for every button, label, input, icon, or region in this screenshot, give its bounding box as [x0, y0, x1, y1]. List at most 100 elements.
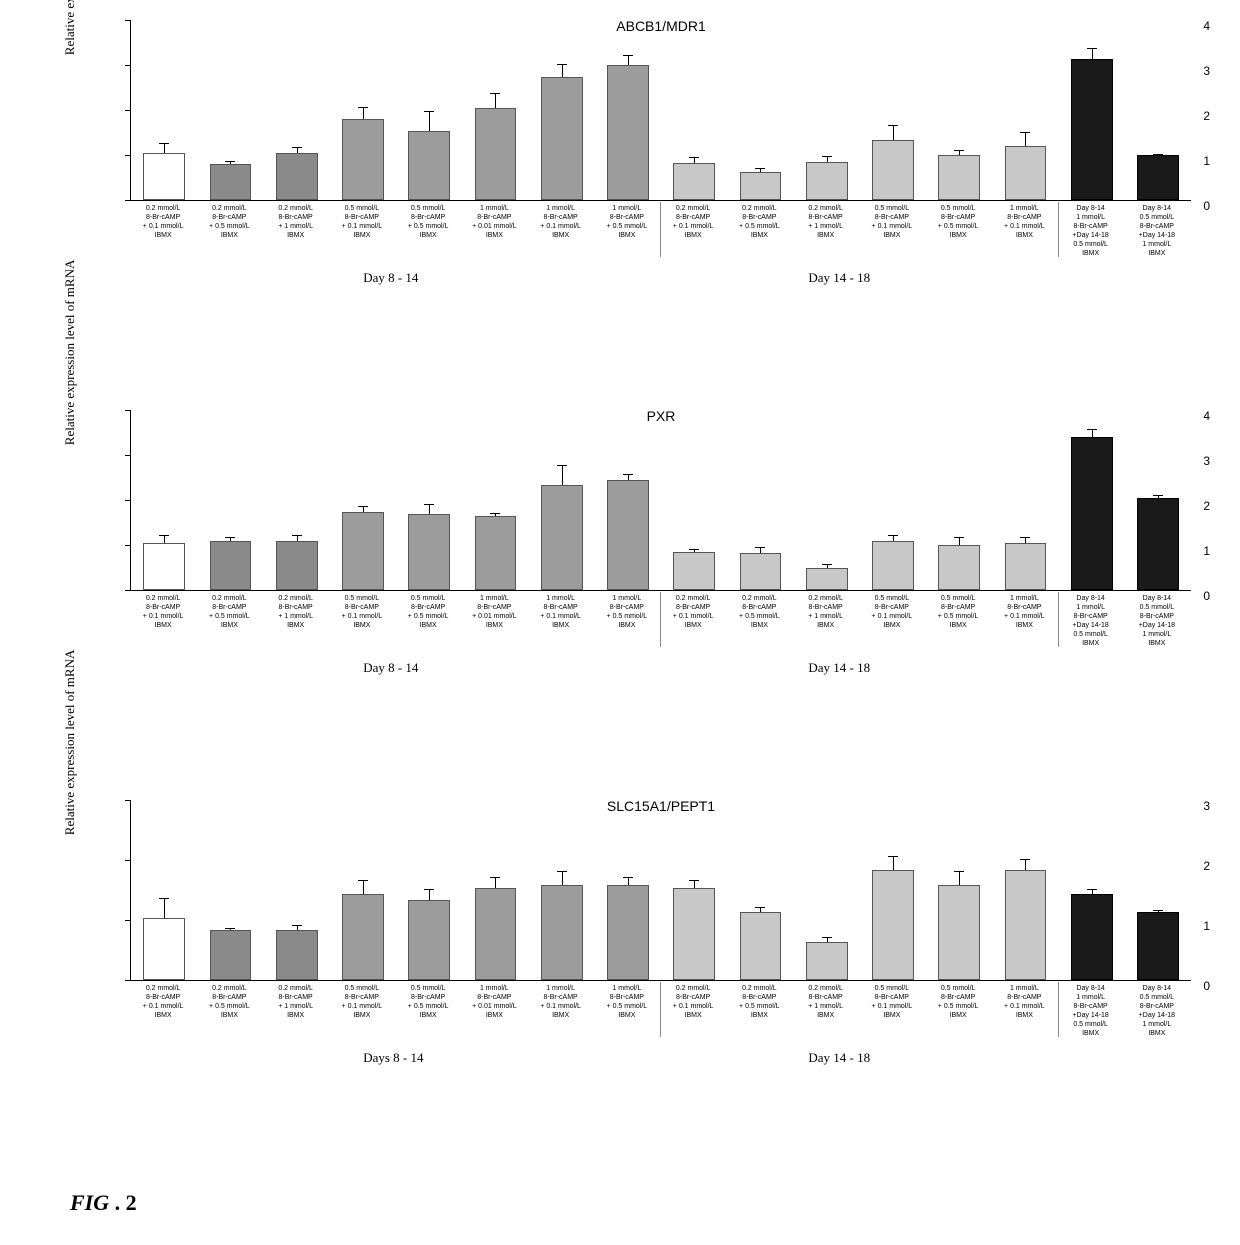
bar-slot [661, 800, 727, 980]
x-tick-label: 0.5 mmol/L8-Br-cAMP+ 0.5 mmol/LIBMX [925, 982, 991, 1041]
bar-slot [131, 20, 197, 200]
bar-slot [860, 800, 926, 980]
group-label: Days 8 - 14 [363, 1050, 423, 1066]
x-tick-label: 0.2 mmol/L8-Br-cAMP+ 0.1 mmol/LIBMX [660, 202, 726, 261]
bar [673, 552, 715, 590]
bar-slot [330, 410, 396, 590]
bar-slot [1059, 410, 1125, 590]
x-tick-label: 0.5 mmol/L8-Br-cAMP+ 0.1 mmol/LIBMX [329, 592, 395, 651]
error-cap [358, 506, 368, 507]
error-cap [225, 161, 235, 162]
bar-slot [727, 800, 793, 980]
x-tick-label: 0.2 mmol/L8-Br-cAMP+ 1 mmol/LIBMX [793, 982, 859, 1041]
x-tick-label: 1 mmol/L8-Br-cAMP+ 0.01 mmol/LIBMX [461, 592, 527, 651]
x-tick-label: 0.2 mmol/L8-Br-cAMP+ 0.1 mmol/LIBMX [130, 202, 196, 261]
bar-slot [595, 20, 661, 200]
group-label: Day 8 - 14 [363, 270, 418, 286]
bar [342, 512, 384, 591]
bar [541, 77, 583, 201]
x-tick-label: 0.2 mmol/L8-Br-cAMP+ 0.1 mmol/LIBMX [660, 982, 726, 1041]
bars-row [131, 800, 1191, 980]
bar-slot [462, 20, 528, 200]
x-tick-label: 0.2 mmol/L8-Br-cAMP+ 0.5 mmol/LIBMX [196, 202, 262, 261]
bar [607, 480, 649, 590]
bar [938, 155, 980, 200]
error-cap [1087, 48, 1097, 49]
x-tick-label: 0.2 mmol/L8-Br-cAMP+ 0.1 mmol/LIBMX [130, 592, 196, 651]
x-tick-label: 0.5 mmol/L8-Br-cAMP+ 0.1 mmol/LIBMX [329, 202, 395, 261]
error-cap [954, 150, 964, 151]
x-tick-label: 0.2 mmol/L8-Br-cAMP+ 1 mmol/LIBMX [793, 592, 859, 651]
x-tick-label: Day 8-140.5 mmol/L8-Br-cAMP+Day 14-181 m… [1124, 592, 1190, 651]
figure-caption: FIG . 2 [70, 1190, 1210, 1216]
bar [1137, 155, 1179, 200]
y-axis-label: Relative expression level of mRNA [62, 0, 78, 55]
group-divider [1058, 982, 1059, 1037]
bar [475, 888, 517, 980]
error-cap [623, 474, 633, 475]
chart-panel: Relative expression level of mRNA01234AB… [30, 20, 1210, 360]
bar [1005, 543, 1047, 590]
error-cap [424, 111, 434, 112]
error-cap [755, 547, 765, 548]
error-cap [490, 877, 500, 878]
bar-slot [794, 20, 860, 200]
bar-slot [926, 800, 992, 980]
bar [673, 163, 715, 200]
bar-slot [727, 20, 793, 200]
group-divider [660, 202, 661, 257]
x-tick-label: 0.2 mmol/L8-Br-cAMP+ 1 mmol/LIBMX [793, 202, 859, 261]
bar [143, 153, 185, 200]
bar [740, 553, 782, 590]
error-cap [888, 535, 898, 536]
bar [607, 885, 649, 980]
error-cap [490, 93, 500, 94]
bar [806, 162, 848, 200]
bar-slot [330, 20, 396, 200]
bar-slot [529, 800, 595, 980]
bar-slot [661, 20, 727, 200]
error-cap [225, 928, 235, 929]
bar [872, 541, 914, 590]
group-divider [1058, 592, 1059, 647]
error-bar [562, 466, 563, 486]
fig-label-italic: FIG [70, 1190, 109, 1215]
bar [342, 119, 384, 200]
bar [143, 543, 185, 590]
error-cap [557, 64, 567, 65]
bar [740, 172, 782, 200]
error-cap [1153, 910, 1163, 911]
panels-container: Relative expression level of mRNA01234AB… [30, 20, 1210, 1140]
y-axis-label: Relative expression level of mRNA [62, 260, 78, 446]
bar-slot [794, 410, 860, 590]
error-cap [424, 504, 434, 505]
error-cap [358, 880, 368, 881]
bar [276, 153, 318, 200]
error-cap [490, 513, 500, 514]
bar [740, 912, 782, 980]
x-tick-label: 0.5 mmol/L8-Br-cAMP+ 0.1 mmol/LIBMX [329, 982, 395, 1041]
error-cap [954, 537, 964, 538]
error-cap [557, 465, 567, 466]
error-cap [1020, 537, 1030, 538]
error-cap [1020, 859, 1030, 860]
bar-slot [926, 20, 992, 200]
bar-slot [330, 800, 396, 980]
error-cap [755, 168, 765, 169]
group-divider [660, 982, 661, 1037]
bar-slot [661, 410, 727, 590]
fig-label-num: . 2 [109, 1190, 137, 1215]
bar-slot [462, 410, 528, 590]
bar-slot [264, 800, 330, 980]
bar-slot [1059, 800, 1125, 980]
x-tick-label: 0.2 mmol/L8-Br-cAMP+ 0.5 mmol/LIBMX [196, 982, 262, 1041]
bar [143, 918, 185, 980]
bar-slot [197, 410, 263, 590]
x-tick-label: 0.5 mmol/L8-Br-cAMP+ 0.5 mmol/LIBMX [395, 202, 461, 261]
error-cap [689, 880, 699, 881]
bar [210, 930, 252, 980]
bar [1071, 59, 1113, 201]
bar [1071, 894, 1113, 980]
bar [673, 888, 715, 980]
bar [475, 108, 517, 200]
